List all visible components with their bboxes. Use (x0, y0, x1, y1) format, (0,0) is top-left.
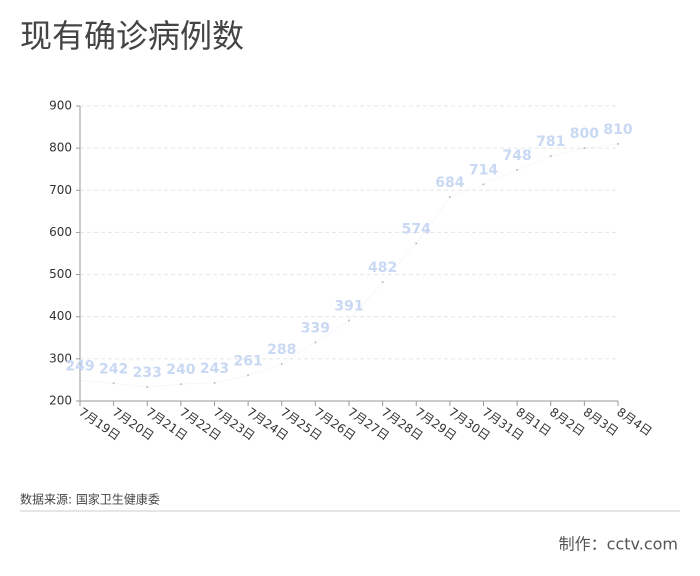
point (583, 147, 586, 150)
value-label: 574 (402, 221, 431, 237)
point (516, 169, 519, 172)
value-label: 249 (65, 358, 94, 374)
series-line (79, 143, 619, 388)
point (79, 379, 81, 382)
credit: 制作：cctv.com (559, 535, 678, 554)
value-label: 800 (570, 126, 599, 142)
point (314, 341, 317, 344)
x-tick-label: 8月2日 (547, 405, 587, 439)
y-tick-label: 800 (49, 141, 72, 155)
y-tick-label: 400 (49, 309, 72, 323)
value-label: 243 (200, 361, 229, 377)
value-label: 242 (99, 361, 128, 377)
value-label: 810 (603, 122, 632, 138)
point (482, 183, 485, 186)
y-tick-label: 600 (49, 225, 72, 239)
value-label: 240 (166, 362, 195, 378)
value-label: 261 (234, 353, 263, 369)
value-label: 288 (267, 342, 296, 358)
point (617, 142, 619, 145)
y-tick-label: 300 (49, 351, 72, 365)
y-tick-label: 500 (49, 267, 72, 281)
value-label: 781 (536, 134, 565, 150)
point (381, 281, 384, 284)
x-tick-label: 8月3日 (581, 405, 621, 439)
point (348, 319, 350, 322)
point (179, 383, 182, 386)
source: 数据来源: 国家卫生健康委 (20, 492, 160, 507)
value-label: 339 (301, 320, 330, 336)
y-tick-label: 900 (49, 99, 72, 113)
point (112, 382, 115, 385)
point (146, 386, 149, 389)
point (213, 381, 216, 384)
value-label: 391 (334, 299, 363, 315)
x-tick-label: 8月4日 (614, 405, 654, 439)
point (549, 155, 552, 158)
value-label: 714 (469, 162, 498, 178)
point (280, 362, 283, 365)
chart-title: 现有确诊病例数 (20, 17, 244, 55)
point (448, 196, 451, 199)
y-tick-label: 700 (49, 183, 72, 197)
value-label: 684 (435, 175, 464, 191)
value-label: 233 (133, 365, 162, 381)
point (247, 374, 250, 377)
value-label: 482 (368, 260, 397, 276)
point (415, 242, 418, 245)
value-label: 748 (503, 148, 532, 164)
y-tick-label: 200 (49, 394, 72, 408)
